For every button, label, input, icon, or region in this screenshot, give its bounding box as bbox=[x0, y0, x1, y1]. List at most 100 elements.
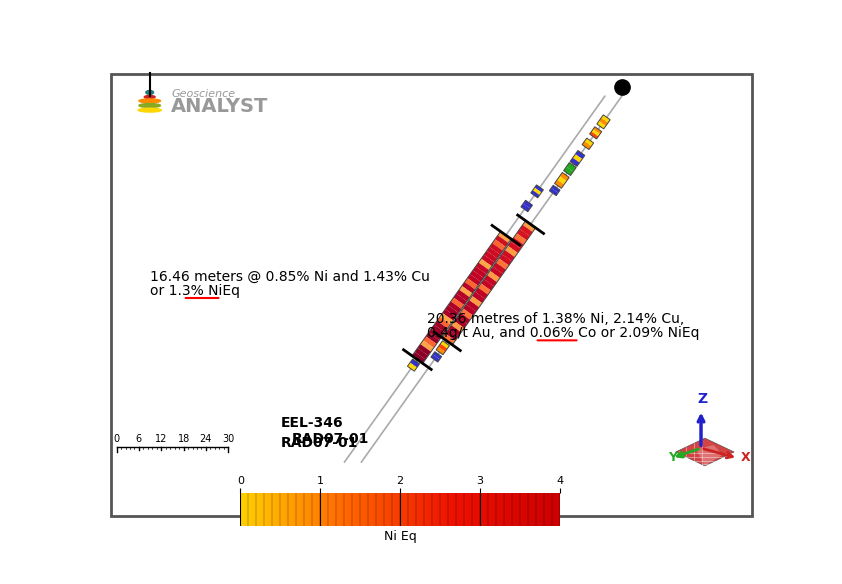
Text: X: X bbox=[740, 451, 750, 464]
Polygon shape bbox=[438, 344, 447, 352]
Polygon shape bbox=[459, 286, 472, 297]
Polygon shape bbox=[484, 275, 497, 286]
Text: RAD07-01: RAD07-01 bbox=[292, 432, 370, 446]
Polygon shape bbox=[478, 259, 492, 270]
Polygon shape bbox=[478, 283, 491, 295]
Polygon shape bbox=[675, 438, 734, 466]
Polygon shape bbox=[408, 363, 417, 371]
Polygon shape bbox=[476, 263, 489, 274]
Polygon shape bbox=[410, 359, 419, 367]
Polygon shape bbox=[436, 347, 445, 354]
Polygon shape bbox=[469, 296, 482, 307]
Text: Geoscience: Geoscience bbox=[171, 89, 236, 99]
Polygon shape bbox=[533, 187, 541, 195]
Polygon shape bbox=[495, 235, 509, 247]
Polygon shape bbox=[493, 262, 506, 274]
Polygon shape bbox=[473, 266, 487, 278]
Polygon shape bbox=[552, 185, 560, 193]
Polygon shape bbox=[467, 274, 481, 286]
Polygon shape bbox=[511, 238, 524, 249]
Polygon shape bbox=[450, 297, 464, 309]
Polygon shape bbox=[567, 162, 576, 172]
Polygon shape bbox=[445, 305, 459, 317]
Polygon shape bbox=[575, 151, 585, 159]
Polygon shape bbox=[437, 317, 450, 328]
Polygon shape bbox=[601, 115, 610, 123]
Polygon shape bbox=[457, 312, 470, 324]
Polygon shape bbox=[530, 190, 540, 198]
Polygon shape bbox=[549, 188, 558, 196]
Polygon shape bbox=[597, 121, 606, 129]
Polygon shape bbox=[454, 294, 467, 305]
Polygon shape bbox=[456, 290, 470, 301]
Polygon shape bbox=[429, 329, 442, 340]
Polygon shape bbox=[493, 239, 506, 251]
Polygon shape bbox=[466, 300, 479, 311]
Polygon shape bbox=[523, 221, 536, 232]
Text: ANALYST: ANALYST bbox=[171, 97, 269, 116]
Polygon shape bbox=[431, 354, 440, 362]
Polygon shape bbox=[535, 185, 543, 193]
Text: 6: 6 bbox=[136, 433, 142, 443]
Polygon shape bbox=[505, 246, 518, 257]
Polygon shape bbox=[481, 279, 494, 291]
Polygon shape bbox=[448, 325, 461, 336]
Text: Y: Y bbox=[668, 451, 677, 464]
Polygon shape bbox=[426, 332, 440, 344]
Polygon shape bbox=[490, 267, 503, 278]
Ellipse shape bbox=[146, 91, 153, 95]
Polygon shape bbox=[445, 329, 458, 340]
Polygon shape bbox=[557, 176, 567, 185]
Polygon shape bbox=[440, 313, 453, 325]
Polygon shape bbox=[517, 229, 530, 241]
Polygon shape bbox=[412, 352, 425, 363]
Polygon shape bbox=[498, 254, 512, 266]
Polygon shape bbox=[448, 301, 461, 313]
Polygon shape bbox=[582, 141, 591, 150]
Polygon shape bbox=[521, 204, 530, 212]
Polygon shape bbox=[696, 445, 722, 466]
Polygon shape bbox=[489, 243, 503, 255]
Polygon shape bbox=[440, 340, 450, 349]
Polygon shape bbox=[593, 127, 602, 134]
Polygon shape bbox=[475, 287, 488, 299]
Polygon shape bbox=[431, 325, 445, 336]
X-axis label: Ni Eq: Ni Eq bbox=[384, 530, 416, 543]
Polygon shape bbox=[523, 200, 532, 208]
Polygon shape bbox=[463, 304, 477, 315]
Text: RAD07-01: RAD07-01 bbox=[280, 436, 358, 450]
Polygon shape bbox=[420, 340, 434, 352]
Text: or 1.3% NiEq: or 1.3% NiEq bbox=[150, 284, 240, 298]
Polygon shape bbox=[563, 166, 573, 176]
Polygon shape bbox=[487, 271, 500, 282]
Polygon shape bbox=[514, 233, 527, 245]
Polygon shape bbox=[584, 138, 594, 146]
Text: 30: 30 bbox=[222, 433, 234, 443]
Polygon shape bbox=[434, 321, 448, 332]
Polygon shape bbox=[560, 172, 569, 181]
Text: Z: Z bbox=[697, 392, 707, 406]
Polygon shape bbox=[555, 180, 564, 188]
Polygon shape bbox=[461, 308, 473, 320]
Text: 18: 18 bbox=[178, 433, 189, 443]
Text: 20.36 metres of 1.38% Ni, 2.14% Cu,: 20.36 metres of 1.38% Ni, 2.14% Cu, bbox=[427, 312, 685, 326]
Ellipse shape bbox=[139, 99, 161, 103]
Text: 16.46 meters @ 0.85% Ni and 1.43% Cu: 16.46 meters @ 0.85% Ni and 1.43% Cu bbox=[150, 270, 429, 284]
Polygon shape bbox=[465, 278, 478, 290]
Polygon shape bbox=[570, 158, 579, 166]
Polygon shape bbox=[573, 154, 582, 163]
Text: 0: 0 bbox=[114, 433, 120, 443]
Ellipse shape bbox=[138, 108, 162, 112]
Text: 0.4g/t Au, and 0.06% Co or 2.09% NiEq: 0.4g/t Au, and 0.06% Co or 2.09% NiEq bbox=[427, 326, 700, 340]
Ellipse shape bbox=[139, 103, 161, 107]
Polygon shape bbox=[433, 352, 442, 359]
Polygon shape bbox=[461, 282, 475, 293]
Polygon shape bbox=[498, 231, 511, 243]
Ellipse shape bbox=[144, 96, 155, 99]
Polygon shape bbox=[470, 270, 483, 282]
Polygon shape bbox=[451, 321, 464, 332]
Polygon shape bbox=[454, 317, 467, 328]
Polygon shape bbox=[424, 336, 436, 348]
Polygon shape bbox=[508, 242, 520, 253]
Polygon shape bbox=[472, 292, 485, 303]
